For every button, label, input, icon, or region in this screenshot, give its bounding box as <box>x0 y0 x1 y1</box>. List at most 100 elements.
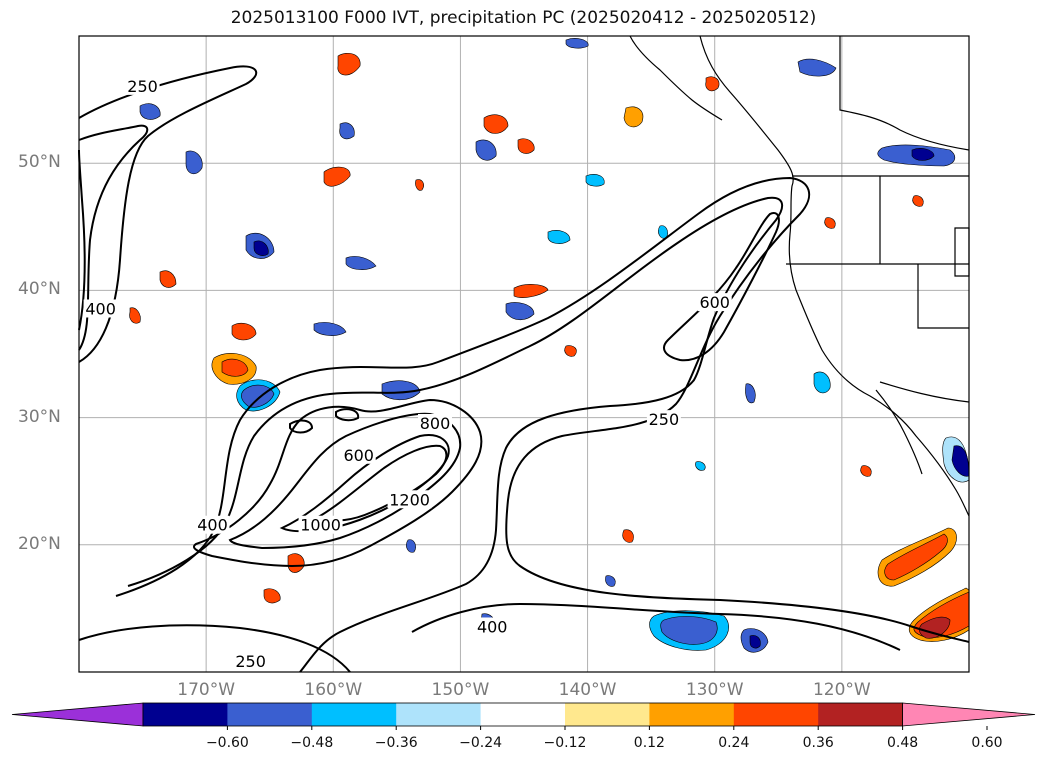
negative-anomalies <box>139 38 970 653</box>
contour-600-main <box>193 398 483 568</box>
contour-label: 1000 <box>300 516 341 535</box>
contour-label: 800 <box>420 414 451 433</box>
contour-label: 250 <box>235 652 266 671</box>
border-mexico <box>879 381 970 403</box>
contour-label: 250 <box>649 410 680 429</box>
contour-label-bg <box>83 299 118 318</box>
anomaly-neg <box>797 58 837 77</box>
anomaly-pos <box>483 114 509 134</box>
anomaly-pos <box>517 138 535 154</box>
lon-label: 160°W <box>304 680 363 700</box>
lat-label: 40°N <box>18 279 61 300</box>
contour-label: 600 <box>343 446 374 465</box>
contour-250-south <box>78 624 351 673</box>
map-frame <box>78 35 970 673</box>
anomaly-neg <box>339 122 355 140</box>
anomaly-pos <box>221 358 249 377</box>
contour-label-bg <box>418 413 452 432</box>
contour-label-bg <box>475 617 510 636</box>
anomaly-pos <box>622 529 634 543</box>
lat-label: 50°N <box>18 152 61 173</box>
anomaly-neg <box>185 150 203 175</box>
anomaly-neg <box>605 575 616 587</box>
colorbar-segment <box>143 703 228 726</box>
colorbar-segment <box>818 703 904 726</box>
border-states-3 <box>839 36 970 151</box>
contour-250-north <box>78 65 258 363</box>
anomaly-pos <box>884 533 948 581</box>
lat-label: 30°N <box>18 406 61 427</box>
colorbar-extend-min <box>11 702 144 727</box>
colorbar-segment <box>565 703 650 726</box>
chart-title: 2025013100 F000 IVT, precipitation PC (2… <box>230 8 817 28</box>
colorbar-tick-label: 0.24 <box>718 735 750 751</box>
anomaly-pos <box>824 217 836 229</box>
colorbar-tick-label: −0.12 <box>543 735 587 751</box>
anomaly-pos <box>129 307 141 324</box>
coastline-north-america <box>699 35 970 517</box>
anomaly-neg <box>911 148 935 161</box>
anomaly-neg <box>241 384 275 408</box>
contour-250-inner <box>78 124 149 351</box>
anomaly-neg <box>406 539 416 553</box>
colorbar-segment <box>227 703 313 726</box>
contour-small-1 <box>289 419 314 434</box>
anomaly-neg <box>745 383 756 404</box>
anomaly-pos <box>263 588 281 604</box>
lon-label: 120°W <box>812 680 871 700</box>
contour-label-bg <box>341 445 376 464</box>
colorbar-segment <box>311 703 397 726</box>
anomaly-neg <box>695 461 706 471</box>
anomaly-pos <box>919 616 951 639</box>
gridlines <box>79 36 969 672</box>
anomaly-neg <box>660 616 718 645</box>
colorbar-segment <box>480 703 566 726</box>
positive-anomalies <box>129 53 970 642</box>
contour-label: 400 <box>85 299 116 318</box>
anomaly-pos <box>912 195 924 207</box>
contour-250-main <box>115 176 970 643</box>
contour-label: 400 <box>477 617 508 636</box>
anomaly-pos <box>337 53 361 76</box>
colorbar-tick-label: 0.48 <box>887 735 919 751</box>
coastline-alaska <box>629 35 723 121</box>
anomaly-neg <box>313 322 347 336</box>
anomaly-neg <box>658 225 668 239</box>
colorbar <box>11 702 1036 730</box>
contour-label-bg <box>298 515 343 534</box>
anomaly-pos <box>415 179 424 191</box>
anomaly-neg <box>505 302 535 321</box>
lat-label: 20°N <box>18 533 61 554</box>
anomaly-neg <box>381 380 421 401</box>
anomaly-pos <box>231 322 257 341</box>
lon-label: 140°W <box>558 680 617 700</box>
colorbar-tick-label: −0.48 <box>290 735 334 751</box>
anomaly-pos <box>323 166 351 187</box>
contour-label: 1200 <box>389 490 430 509</box>
anomaly-neg <box>813 371 831 394</box>
contour-800 <box>228 412 462 550</box>
anomaly-pos <box>623 106 644 128</box>
contour-1200 <box>318 444 448 522</box>
anomaly-pos <box>564 345 577 357</box>
contour-400-south <box>411 602 901 651</box>
map-background <box>79 36 969 672</box>
baja-california <box>875 389 923 475</box>
colorbar-segment <box>649 703 735 726</box>
contour-label: 250 <box>127 77 158 96</box>
lon-label: 150°W <box>431 680 490 700</box>
colorbar-tick-label: 0.36 <box>802 735 834 751</box>
contour-400-main <box>127 196 784 673</box>
anomaly-neg <box>547 230 571 244</box>
colorbar-tick-label: −0.36 <box>374 735 418 751</box>
colorbar-segment <box>396 703 482 726</box>
anomaly-pos <box>860 465 872 477</box>
anomaly-neg <box>253 240 269 256</box>
anomaly-pos <box>159 270 177 288</box>
border-states-4 <box>917 264 969 329</box>
anomaly-neg <box>475 139 497 161</box>
contour-label-bg <box>387 490 432 509</box>
contour-labels: 250 400 600 800 1200 1000 400 600 250 400 250 <box>83 76 732 671</box>
anomaly-neg <box>565 38 589 49</box>
